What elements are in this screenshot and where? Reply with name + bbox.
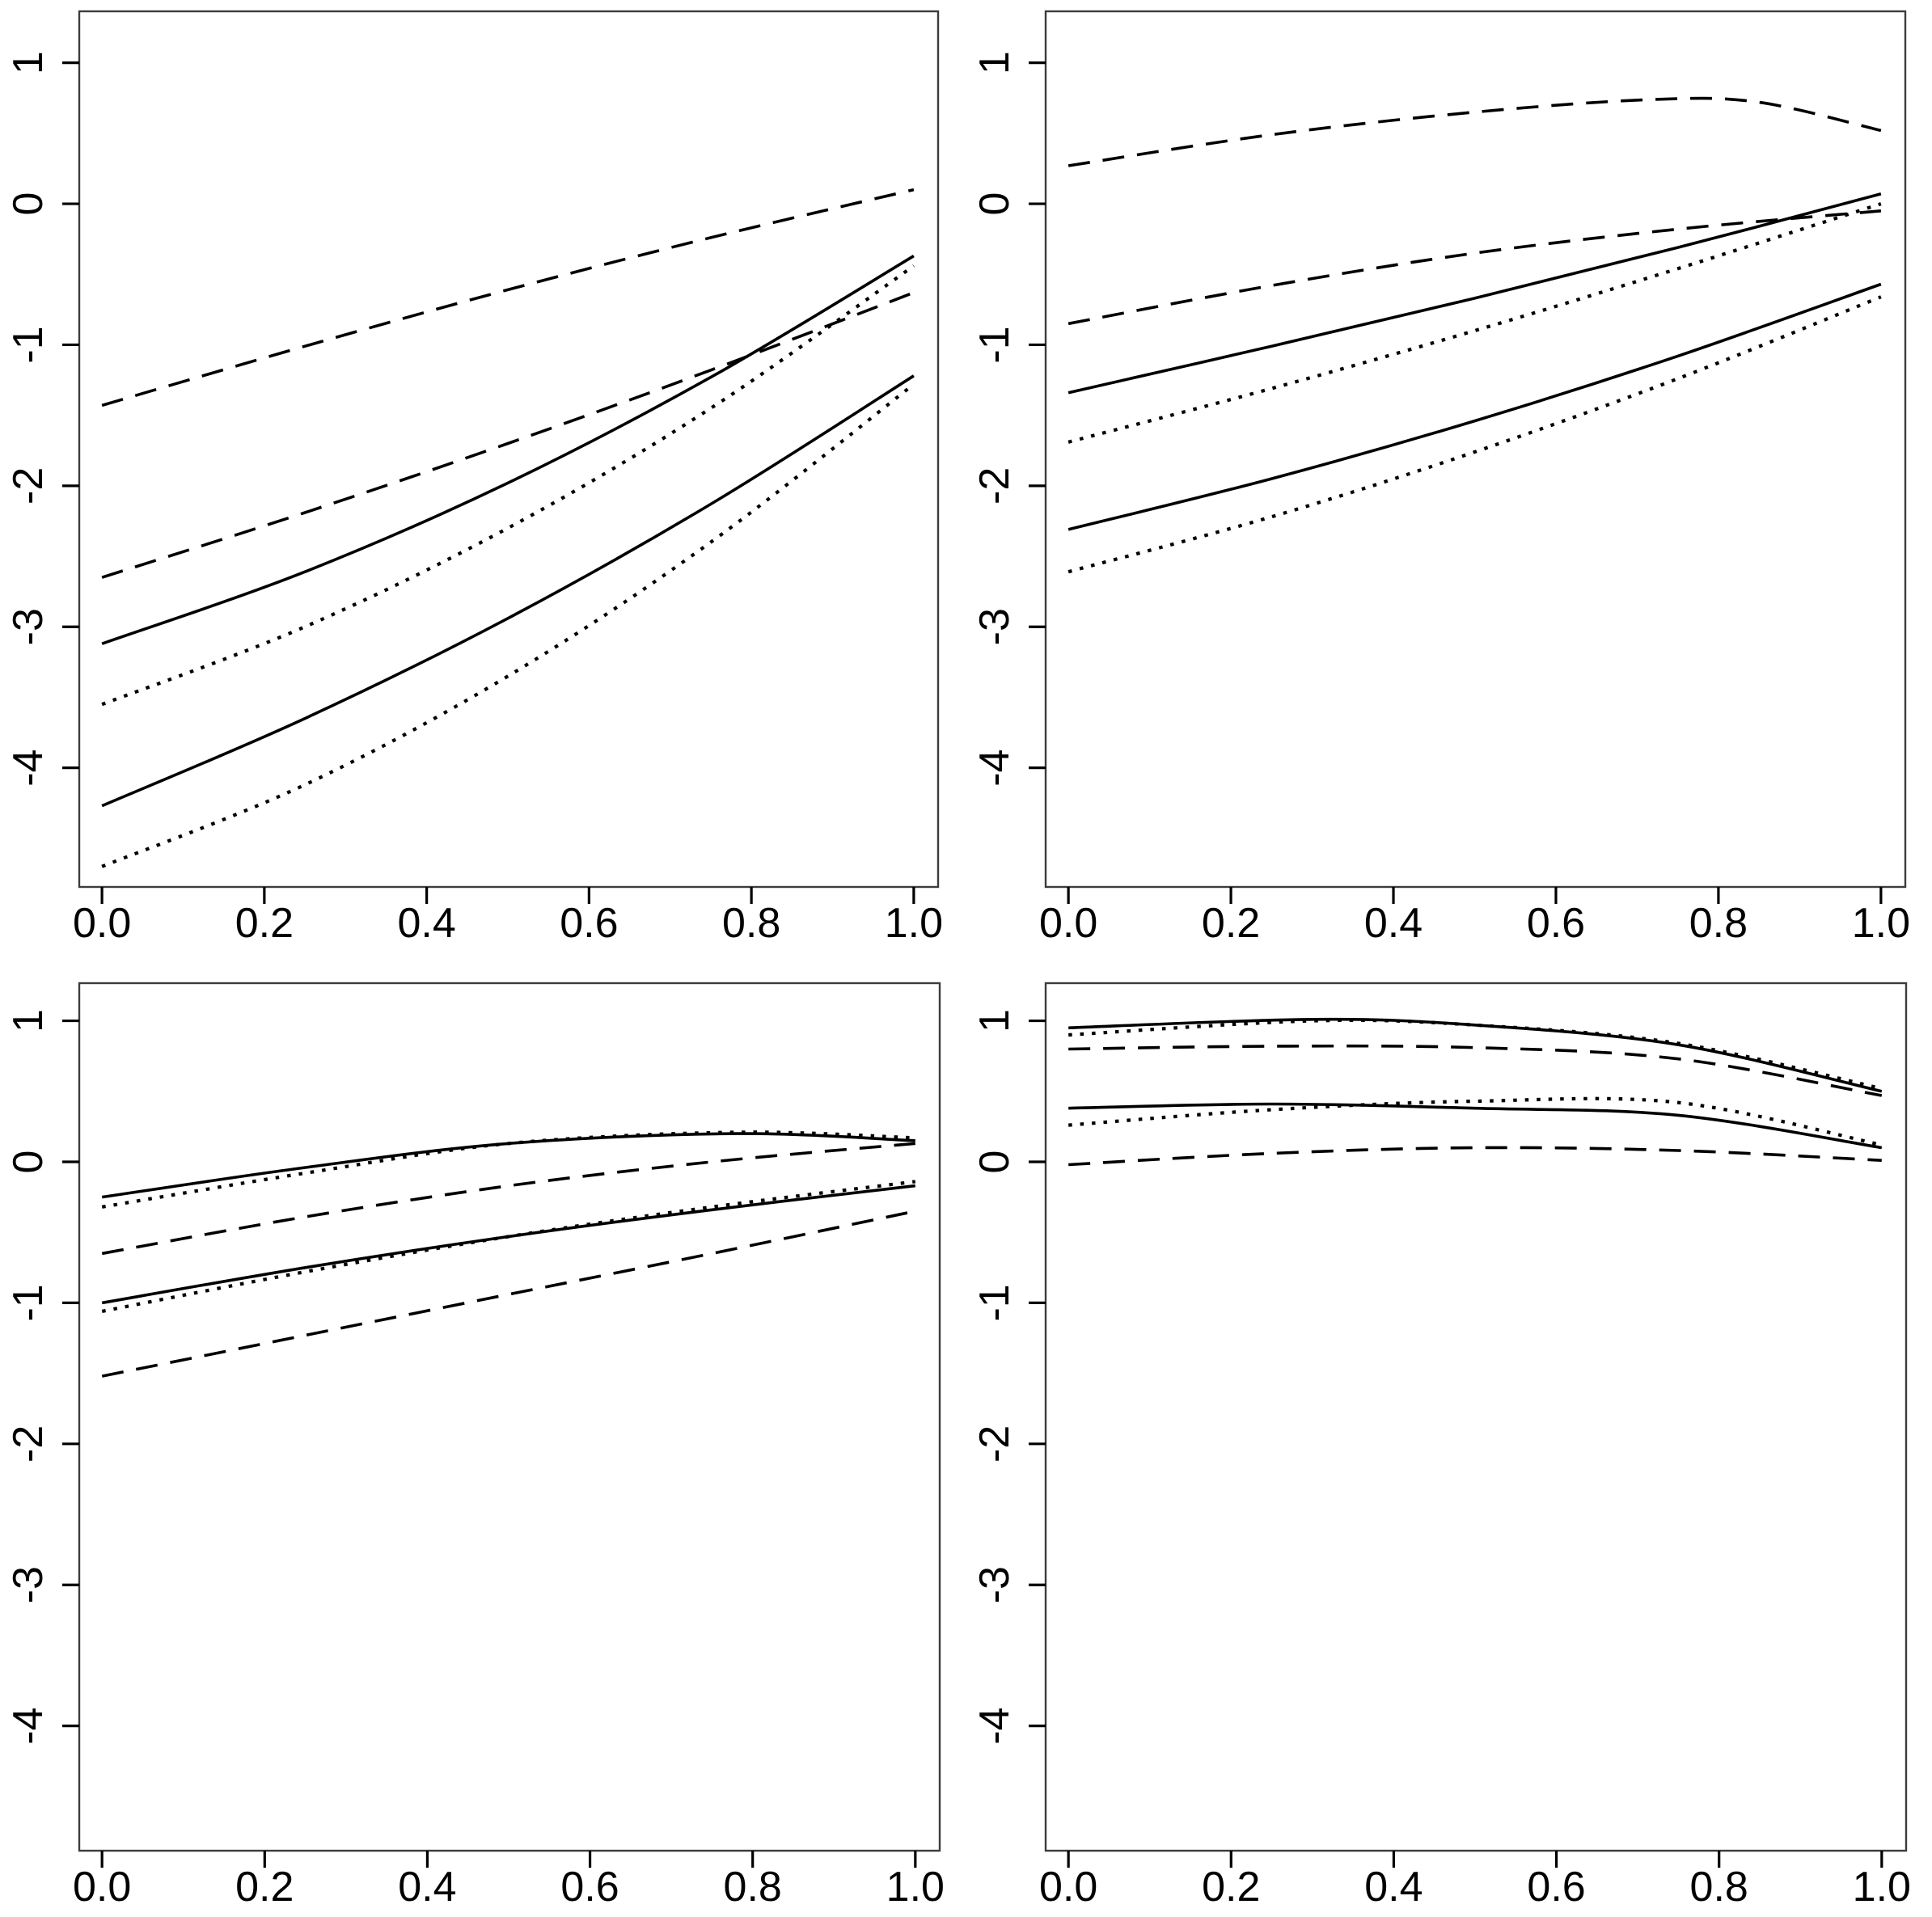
series-dashed-upper [1067, 96, 1882, 167]
series-dotted-lower [101, 1180, 916, 1313]
x-tick-label: 1.0 [1853, 1864, 1911, 1911]
x-tick-label: 0.4 [397, 900, 455, 947]
series-dashed-lower [101, 291, 915, 579]
series-solid-lower [101, 374, 915, 808]
x-tick-label: 0.0 [1039, 900, 1097, 947]
series-dashed-upper [101, 188, 915, 407]
plot-border [78, 982, 941, 1852]
series-solid-lower [101, 1184, 916, 1305]
y-tick-label: -1 [5, 326, 52, 363]
panel-top-right: 0.0 0.2 0.4 0.6 0.8 1.0 1 0 -1 -2 -3 -4 [971, 10, 1910, 947]
series-dotted-lower [101, 382, 915, 868]
x-tick-label: 0.2 [235, 900, 294, 947]
y-tick-label: 0 [5, 192, 52, 216]
y-tick-label: 0 [971, 192, 1018, 216]
x-tick-label: 0.8 [722, 900, 780, 947]
series-dashed-upper [1068, 1044, 1883, 1097]
y-tick-label: -4 [971, 749, 1018, 787]
series-dotted-upper [1068, 1018, 1883, 1091]
x-tick-label: 0.2 [235, 1864, 294, 1911]
x-tick-label: 0.8 [1689, 900, 1748, 947]
y-tick-label: 1 [5, 51, 52, 74]
y-tick-label: -3 [971, 608, 1018, 645]
x-tick-label: 0.6 [560, 900, 618, 947]
x-tick-label: 0.6 [1527, 1864, 1585, 1911]
y-tick-label: 0 [5, 1151, 52, 1174]
series-dashed-lower [1068, 1146, 1882, 1167]
x-tick-label: 0.0 [73, 900, 131, 947]
series-dotted-upper [1067, 202, 1882, 444]
x-tick-label: 1.0 [885, 900, 943, 947]
y-tick-label: 1 [971, 1009, 1018, 1032]
x-tick-label: 0.0 [73, 1864, 131, 1911]
series-solid-lower [1067, 282, 1882, 531]
series-solid-upper [1067, 192, 1882, 395]
x-tick-label: 0.2 [1202, 1864, 1260, 1911]
series-dotted-upper [101, 1130, 915, 1209]
panel-bottom-right: 0.0 0.2 0.4 0.6 0.8 1.0 1 0 -1 -2 -3 -4 [971, 982, 1911, 1911]
y-tick-label: -2 [971, 1425, 1018, 1463]
x-tick-label: 0.4 [398, 1864, 456, 1911]
x-tick-label: 1.0 [1852, 900, 1910, 947]
y-tick-label: -4 [971, 1708, 1018, 1745]
x-tick-label: 1.0 [886, 1864, 945, 1911]
y-tick-label: -3 [5, 608, 52, 645]
panel-bottom-left: 0.0 0.2 0.4 0.6 0.8 1.0 1 0 -1 -2 -3 -4 [5, 982, 945, 1911]
y-tick-label: -3 [971, 1566, 1018, 1603]
x-tick-label: 0.8 [724, 1864, 782, 1911]
y-tick-label: 1 [5, 1009, 52, 1032]
y-tick-label: -2 [5, 1425, 52, 1463]
x-tick-label: 0.2 [1202, 900, 1260, 947]
y-tick-label: -1 [5, 1284, 52, 1321]
y-tick-label: -2 [5, 467, 52, 505]
y-tick-label: 0 [971, 1151, 1018, 1174]
series-solid-lower [1068, 1102, 1883, 1150]
x-tick-label: 0.4 [1364, 1864, 1423, 1911]
y-tick-label: -2 [971, 467, 1018, 505]
plot-border [1044, 10, 1907, 889]
series-dashed-lower [1067, 209, 1882, 326]
series-solid-upper [1068, 1017, 1883, 1093]
series-dotted-lower [1067, 295, 1882, 574]
y-tick-label: 1 [971, 51, 1018, 74]
series-solid-upper [101, 255, 915, 645]
plot-border [1044, 982, 1908, 1852]
y-tick-label: -1 [971, 326, 1018, 363]
y-tick-label: -4 [5, 749, 52, 787]
x-tick-label: 0.0 [1039, 1864, 1097, 1911]
plot-border [78, 10, 940, 889]
y-tick-label: -3 [5, 1566, 52, 1603]
y-tick-label: -4 [5, 1708, 52, 1745]
x-tick-label: 0.6 [1527, 900, 1585, 947]
y-tick-label: -1 [971, 1284, 1018, 1321]
panel-top-left: 0.0 0.2 0.4 0.6 0.8 1.0 1 0 -1 -2 -3 -4 [5, 10, 943, 947]
x-tick-label: 0.6 [560, 1864, 619, 1911]
series-dotted-upper [101, 264, 915, 707]
x-tick-label: 0.4 [1364, 900, 1423, 947]
x-tick-label: 0.8 [1690, 1864, 1748, 1911]
